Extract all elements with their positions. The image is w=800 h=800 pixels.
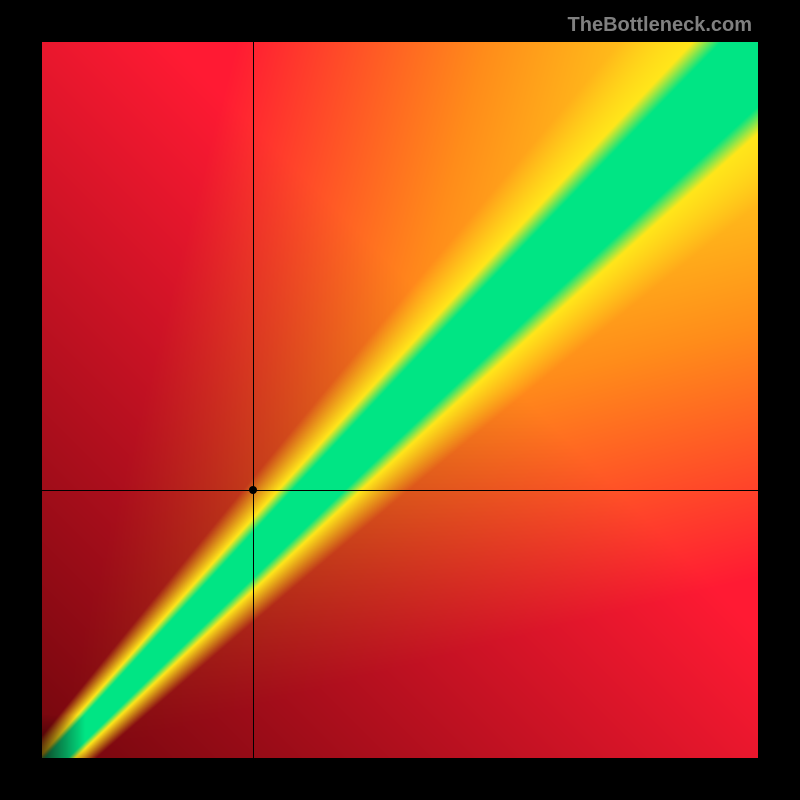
marker-dot <box>249 486 257 494</box>
watermark-text: TheBottleneck.com <box>568 14 752 37</box>
heatmap-canvas <box>42 42 758 758</box>
crosshair-horizontal <box>42 490 758 491</box>
crosshair-vertical <box>253 42 254 758</box>
heatmap-chart <box>42 42 758 758</box>
